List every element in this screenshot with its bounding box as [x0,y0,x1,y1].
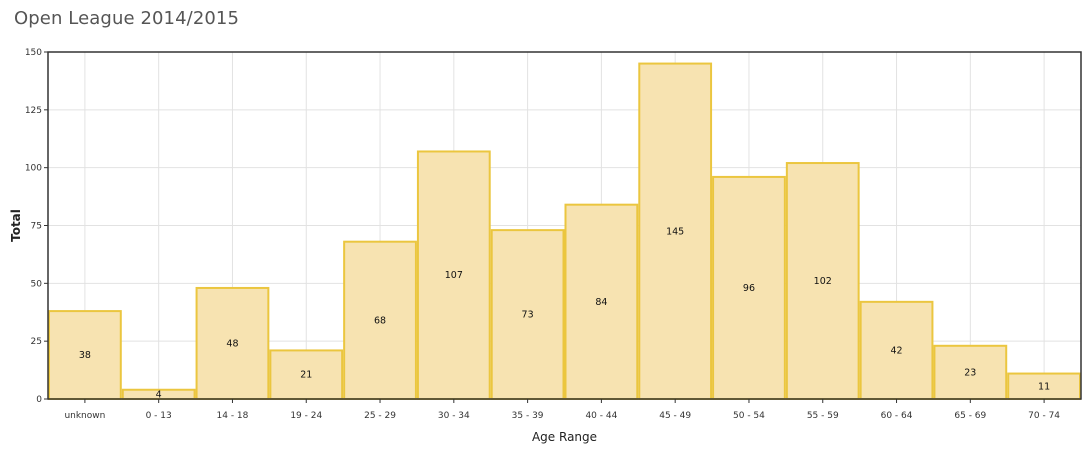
data-label-12: 23 [964,367,976,378]
data-label-0: 38 [79,350,91,361]
chart-title: Open League 2014/2015 [14,8,240,29]
bar-0 [48,310,122,400]
bar-9 [712,175,786,400]
data-label-10: 102 [814,276,832,287]
data-label-11: 42 [890,345,902,356]
bar-6 [490,229,565,400]
data-label-1: 4 [156,389,162,400]
data-label-4: 68 [374,315,386,326]
y-tick-label: 25 [31,337,42,347]
data-label-5: 107 [445,270,463,281]
x-tick-label: 14 - 18 [217,411,249,421]
x-tick-label: 45 - 49 [659,411,691,421]
y-tick-label: 100 [25,164,42,174]
y-axis-title: Total [9,209,23,242]
bars [48,62,1082,401]
data-label-7: 84 [595,297,607,308]
bar-12 [933,344,1008,400]
x-axis-title: Age Range [532,430,597,444]
x-tick-label: 30 - 34 [438,411,470,421]
x-tick-label: 65 - 69 [954,411,986,421]
y-tick-label: 125 [25,106,42,116]
x-tick-label: 25 - 29 [364,411,396,421]
data-label-9: 96 [743,283,755,294]
y-tick-label: 50 [31,279,43,289]
y-tick-label: 75 [31,222,42,232]
data-label-8: 145 [666,226,684,237]
x-axis-ticks: unknown 0 - 13 14 - 18 19 - 24 25 - 29 30 - 3… [64,399,1060,421]
x-tick-label: 19 - 24 [290,411,322,421]
bar-2 [195,286,270,400]
plot-frame [47,51,1082,400]
x-tick-label: 70 - 74 [1028,411,1060,421]
x-tick-label: 0 - 13 [146,411,172,421]
bar-4 [343,240,417,400]
y-axis-ticks: 0 25 50 75 100 125 150 [25,48,48,405]
x-tick-label: 35 - 39 [512,411,544,421]
bar-8 [638,62,713,400]
y-tick-label: 0 [36,395,42,405]
data-label-6: 73 [522,310,534,321]
bar-10 [785,162,860,400]
data-label-3: 21 [300,370,312,381]
bar-7 [564,203,639,400]
x-tick-label: 40 - 44 [585,411,617,421]
x-tick-label: 50 - 54 [733,411,765,421]
y-tick-label: 150 [25,48,42,58]
x-tick-label: 60 - 64 [881,411,913,421]
x-tick-label: unknown [64,411,105,421]
data-label-13: 11 [1038,381,1050,392]
bar-13 [1007,372,1082,401]
x-tick-label: 55 - 59 [807,411,839,421]
data-label-2: 48 [226,338,238,349]
data-labels: 38 4 48 21 68 107 73 84 145 96 102 42 23 11 [79,226,1050,400]
bar-11 [859,300,934,400]
bar-3 [269,349,344,401]
